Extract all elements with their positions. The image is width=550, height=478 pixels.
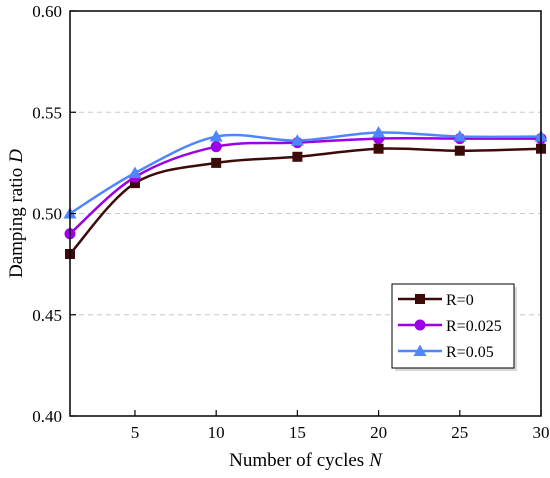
data-point	[292, 151, 303, 162]
y-tick-label: 0.55	[32, 103, 62, 122]
x-axis-label: Number of cycles N	[229, 450, 383, 471]
data-point	[454, 145, 465, 156]
data-point	[209, 130, 223, 142]
series-R=0.05	[63, 126, 548, 219]
data-point	[128, 166, 142, 178]
data-point	[129, 178, 140, 189]
legend-marker	[413, 344, 427, 356]
data-point	[373, 143, 384, 154]
x-tick-label: 25	[451, 423, 468, 442]
series-layer	[63, 126, 548, 259]
y-axis-label-text: Damping ratio	[6, 168, 27, 278]
series-R=0	[65, 143, 546, 259]
x-tick-label: 20	[370, 423, 387, 442]
x-tick-label: 5	[131, 423, 140, 442]
legend-label: R=0	[446, 292, 474, 309]
y-tick-label: 0.40	[32, 407, 62, 426]
y-tick-label: 0.45	[32, 306, 62, 325]
ticks-layer: 0.40 0.45 0.50 0.55 0.60 5 10 15 20 25 30	[32, 2, 549, 442]
x-tick-label: 15	[289, 423, 306, 442]
legend: R=0 R=0.025 R=0.05	[391, 283, 517, 371]
legend-marker	[415, 294, 425, 304]
data-point	[211, 157, 222, 168]
data-point	[453, 130, 467, 142]
legend-marker	[414, 319, 426, 331]
y-tick-label: 0.60	[32, 2, 62, 21]
series-line	[69, 137, 541, 235]
legend-label: R=0.05	[446, 344, 494, 361]
legend-label: R=0.025	[446, 318, 502, 335]
y-axis-label-var: D	[6, 149, 27, 164]
x-axis-label-var: N	[368, 450, 383, 471]
x-axis-label-text: Number of cycles	[229, 450, 364, 471]
data-point	[210, 141, 222, 153]
x-tick-label: 10	[208, 423, 225, 442]
data-point	[290, 134, 304, 146]
series-line	[69, 147, 542, 255]
y-tick-label: 0.50	[32, 205, 62, 224]
data-point	[372, 126, 386, 138]
grid-layer	[70, 111, 541, 316]
y-axis-label: Damping ratio D	[6, 149, 27, 278]
x-tick-label: 30	[533, 423, 550, 442]
